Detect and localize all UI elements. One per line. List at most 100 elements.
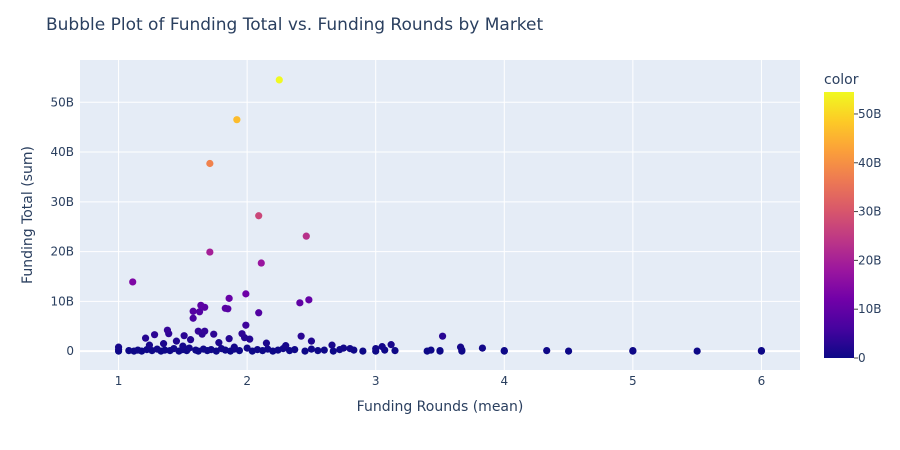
y-axis-title: Funding Total (sum) <box>20 146 36 284</box>
data-point <box>262 339 271 347</box>
data-point <box>302 232 310 240</box>
colorbar-tick-label: 30B <box>858 205 882 219</box>
data-point <box>378 343 386 351</box>
data-point <box>233 116 241 124</box>
data-points <box>114 76 766 355</box>
data-point <box>210 330 218 338</box>
data-point <box>189 314 197 322</box>
data-point <box>346 345 354 353</box>
data-point <box>192 346 200 354</box>
colorbar-tick-label: 0 <box>858 351 866 365</box>
data-point <box>543 346 551 355</box>
data-point <box>199 345 208 353</box>
colorbar-gradient <box>824 92 854 358</box>
data-point <box>172 337 181 345</box>
data-point <box>253 345 262 354</box>
data-point <box>387 341 395 349</box>
data-point <box>291 345 299 354</box>
colorbar-tick-label: 10B <box>858 302 882 316</box>
data-point <box>225 335 233 343</box>
data-point <box>141 334 150 342</box>
data-point <box>163 326 172 334</box>
data-point <box>189 307 197 315</box>
plot-area <box>80 60 800 370</box>
data-point <box>693 347 701 355</box>
data-point <box>436 346 444 355</box>
data-point <box>359 347 367 355</box>
colorbar-tick-label: 50B <box>858 107 882 121</box>
data-point <box>217 345 226 353</box>
data-point <box>297 332 305 340</box>
data-point <box>320 346 328 354</box>
data-point <box>427 346 435 354</box>
data-point <box>150 331 159 339</box>
colorbar: color 0 10B 20B 30B 40B 50B <box>824 72 882 365</box>
data-point <box>296 299 304 307</box>
data-point <box>129 278 137 286</box>
data-point <box>179 342 187 350</box>
data-point <box>307 345 316 353</box>
y-tick-label: 30B <box>50 195 74 209</box>
data-point <box>153 345 161 353</box>
data-point <box>225 294 233 302</box>
x-axis-ticks: 1 2 3 4 5 6 <box>115 374 765 388</box>
data-point <box>180 332 188 340</box>
data-point <box>195 308 204 316</box>
data-point <box>207 345 215 354</box>
y-tick-label: 0 <box>66 344 74 358</box>
data-point <box>161 346 169 354</box>
data-point <box>206 248 214 256</box>
data-point <box>275 76 283 84</box>
data-point <box>194 327 202 335</box>
data-point <box>125 346 133 355</box>
data-point <box>391 346 399 355</box>
y-tick-label: 20B <box>50 245 74 259</box>
data-point <box>372 345 380 353</box>
data-point <box>238 330 246 338</box>
x-tick-label: 1 <box>115 374 123 388</box>
data-point <box>134 346 142 354</box>
data-point <box>339 344 348 352</box>
data-point <box>201 327 209 335</box>
chart-title: Bubble Plot of Funding Total vs. Funding… <box>46 15 544 35</box>
data-point <box>197 301 205 309</box>
y-tick-label: 50B <box>50 95 74 109</box>
data-point <box>757 346 766 355</box>
data-point <box>500 346 508 355</box>
data-point <box>242 290 250 298</box>
data-point <box>264 345 272 353</box>
data-point <box>145 341 154 349</box>
data-point <box>185 344 193 352</box>
data-point <box>215 339 223 347</box>
data-point <box>305 296 313 304</box>
data-point <box>114 343 123 351</box>
data-point <box>329 347 337 355</box>
data-point <box>221 304 229 312</box>
colorbar-title: color <box>824 72 859 88</box>
data-point <box>255 309 263 317</box>
colorbar-tick-label: 20B <box>858 253 882 267</box>
x-axis-title: Funding Rounds (mean) <box>357 399 524 415</box>
data-point <box>314 346 322 355</box>
data-point <box>170 345 178 353</box>
data-point <box>206 159 214 168</box>
data-point <box>242 321 250 329</box>
x-tick-label: 3 <box>372 374 380 388</box>
data-point <box>230 343 238 351</box>
colorbar-tick-label: 40B <box>858 156 882 170</box>
data-point <box>307 337 316 345</box>
y-axis-ticks: 0 10B 20B 30B 40B 50B <box>50 95 74 358</box>
x-tick-label: 5 <box>629 374 637 388</box>
data-point <box>186 336 195 344</box>
data-point <box>564 347 573 355</box>
data-point <box>257 259 265 267</box>
x-tick-label: 6 <box>758 374 766 388</box>
data-point <box>629 346 637 355</box>
x-tick-label: 4 <box>500 374 508 388</box>
data-point <box>478 344 487 352</box>
y-tick-label: 10B <box>50 294 74 308</box>
data-point <box>438 332 447 340</box>
data-point <box>282 342 290 350</box>
